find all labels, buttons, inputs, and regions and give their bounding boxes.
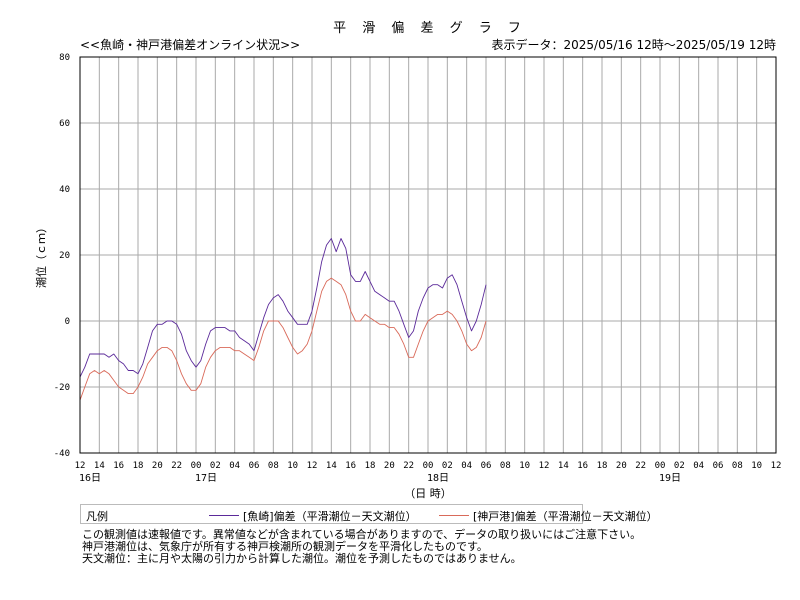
legend-title: 凡例: [86, 510, 108, 523]
x-tick-label: 04: [461, 461, 472, 471]
x-tick-label: 20: [616, 461, 627, 471]
x-tick-label: 16: [577, 461, 588, 471]
x-tick-label: 14: [94, 461, 105, 471]
x-tick-label: 08: [732, 461, 743, 471]
chart-subtitle-left: <<魚崎・神戸港偏差オンライン状況>>: [80, 37, 300, 52]
series-line-uozaki: [79, 238, 487, 378]
x-tick-label: 20: [384, 461, 395, 471]
x-tick-label: 22: [403, 461, 414, 471]
y-tick-label: 0: [65, 317, 70, 327]
x-tick-label: 04: [229, 461, 240, 471]
x-tick-label: 18: [597, 461, 608, 471]
x-tick-label: 00: [423, 461, 434, 471]
x-tick-label: 02: [442, 461, 453, 471]
y-axis-ticks: -40 -20 0 20 40 60 80: [54, 53, 70, 459]
chart-subtitle-right: 表示データ：2025/05/16 12時〜2025/05/19 12時: [492, 37, 777, 52]
x-tick-label: 12: [771, 461, 782, 471]
x-tick-label: 14: [558, 461, 569, 471]
x-tick-label: 06: [481, 461, 492, 471]
x-tick-label: 12: [75, 461, 86, 471]
x-tick-label: 16: [113, 461, 124, 471]
chart-title: 平 滑 偏 差 グ ラ フ: [333, 21, 527, 36]
x-tick-label: 18: [133, 461, 144, 471]
x-tick-label: 08: [268, 461, 279, 471]
legend-item-uozaki: [魚崎]偏差（平滑潮位－天文潮位）: [243, 510, 417, 523]
x-tick-label: 04: [693, 461, 704, 471]
grid: [79, 56, 777, 454]
day-labels: 16日 17日 18日 19日: [79, 473, 681, 484]
legend: 凡例 [魚崎]偏差（平滑潮位－天文潮位） [神戸港]偏差（平滑潮位－天文潮位）: [80, 504, 658, 524]
x-tick-label: 02: [674, 461, 685, 471]
legend-item-kobe: [神戸港]偏差（平滑潮位－天文潮位）: [473, 510, 658, 523]
x-tick-label: 10: [519, 461, 530, 471]
series-lines: [79, 238, 487, 401]
x-tick-label: 10: [751, 461, 762, 471]
x-axis-label: （日 時）: [404, 487, 452, 500]
y-axis-label: 潮位（ｃｍ）: [34, 222, 48, 288]
x-tick-label: 00: [191, 461, 202, 471]
x-tick-label: 12: [307, 461, 318, 471]
x-tick-label: 06: [713, 461, 724, 471]
notes: この観測値は速報値です。異常値などが含まれている場合がありますので、データの取り…: [82, 529, 641, 565]
x-tick-label: 18: [365, 461, 376, 471]
y-tick-label: -40: [54, 449, 70, 459]
x-tick-label: 08: [500, 461, 511, 471]
note-2: 神戸港潮位は、気象庁が所有する神戸検潮所の観測データを平滑化したものです。: [82, 540, 488, 553]
note-3: 天文潮位：主に月や太陽の引力から計算した潮位。潮位を予測したものではありません。: [82, 552, 522, 565]
day-label: 19日: [659, 473, 681, 484]
y-tick-label: 40: [59, 185, 70, 195]
x-tick-label: 02: [210, 461, 221, 471]
legend-swatch-uozaki: [209, 515, 239, 516]
day-label: 16日: [79, 473, 101, 484]
y-tick-label: 60: [59, 119, 70, 129]
x-tick-label: 20: [152, 461, 163, 471]
y-tick-label: 80: [59, 53, 70, 63]
x-tick-label: 00: [655, 461, 666, 471]
day-label: 17日: [195, 473, 217, 484]
x-tick-label: 10: [287, 461, 298, 471]
series-line-kobe: [79, 277, 487, 401]
y-tick-label: 20: [59, 251, 70, 261]
day-label: 18日: [427, 473, 449, 484]
plot-frame: [79, 56, 777, 454]
x-tick-label: 06: [249, 461, 260, 471]
y-tick-label: -20: [54, 383, 70, 393]
x-tick-label: 16: [345, 461, 356, 471]
x-tick-label: 14: [326, 461, 337, 471]
x-axis-ticks: 12 14 16 18 20 22 00 02 04 06 08 10 12 14 16 18 20 22 00 02…: [75, 461, 782, 471]
legend-swatch-kobe: [439, 515, 469, 516]
x-tick-label: 12: [539, 461, 550, 471]
x-tick-label: 22: [635, 461, 646, 471]
note-1: この観測値は速報値です。異常値などが含まれている場合がありますので、データの取り…: [82, 528, 642, 541]
x-tick-label: 22: [171, 461, 182, 471]
